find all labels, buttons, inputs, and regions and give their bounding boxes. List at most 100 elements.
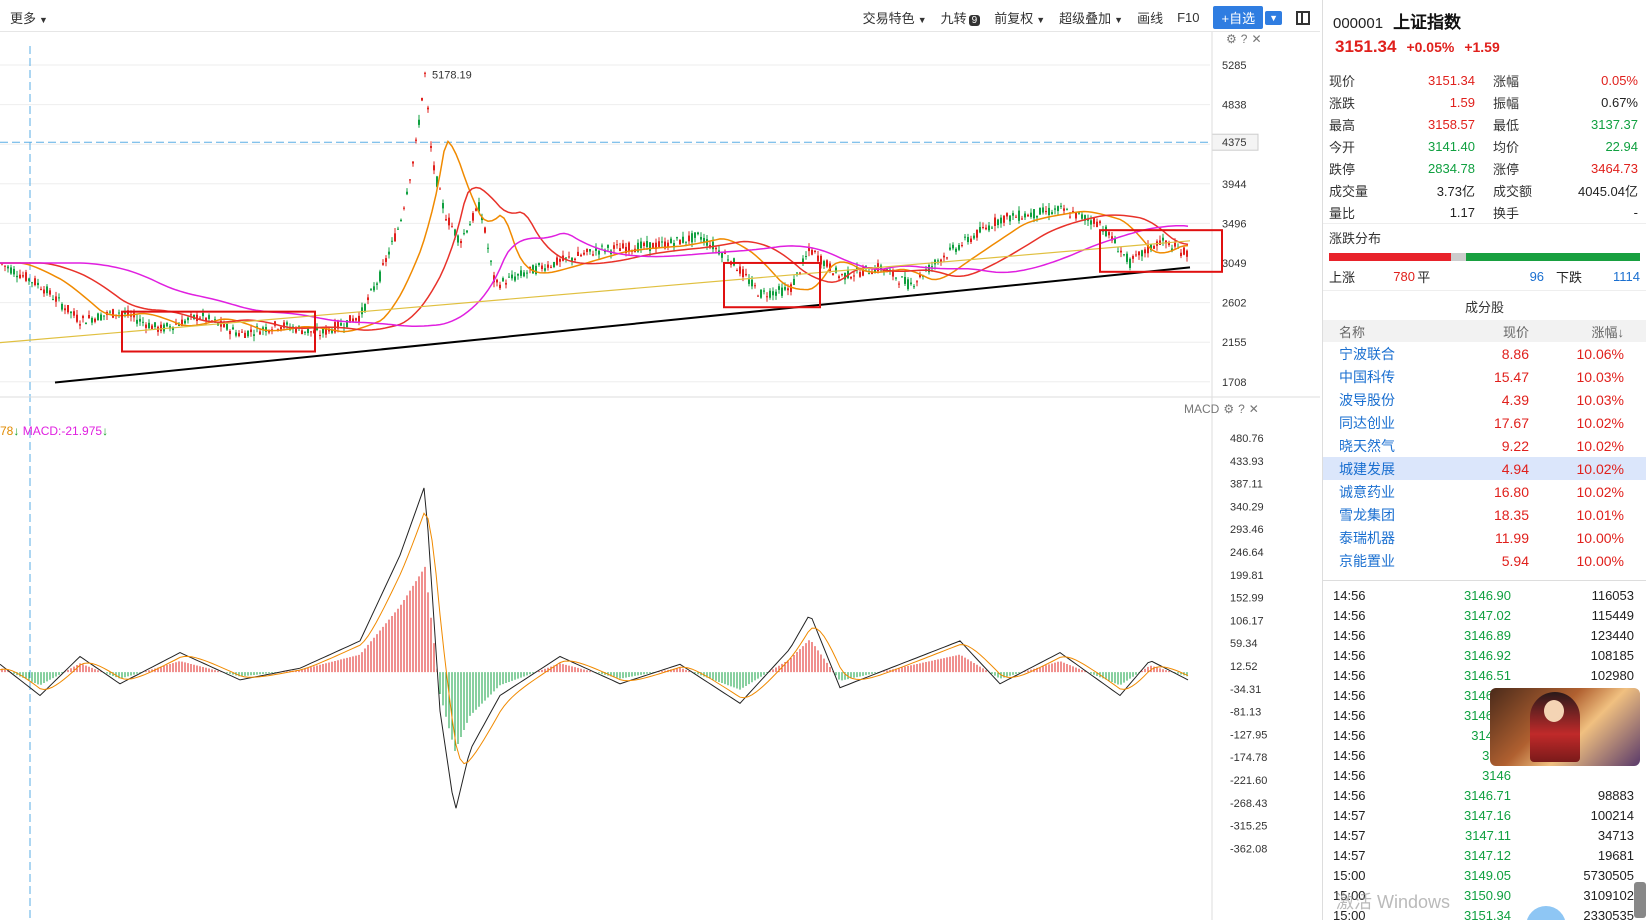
- candle-body: [484, 227, 486, 233]
- settings-icon[interactable]: ⚙: [1226, 32, 1237, 46]
- add-watchlist-button[interactable]: +自选: [1213, 6, 1264, 29]
- candle-body: [622, 243, 624, 249]
- candle-body: [514, 276, 516, 281]
- flat-label: 平: [1417, 270, 1431, 285]
- component-row[interactable]: 晓天然气 9.22 10.02%: [1323, 434, 1646, 457]
- candle-body: [523, 272, 525, 277]
- tick-row: 14:56 3146.71 98883: [1323, 785, 1646, 805]
- candle-body: [169, 326, 171, 329]
- candle-body: [1174, 242, 1176, 247]
- component-row[interactable]: 雪龙集团 18.35 10.01%: [1323, 503, 1646, 526]
- scroll-handle[interactable]: [1634, 882, 1646, 918]
- tick-price: 3149.05: [1464, 867, 1511, 883]
- stock-code: 000001: [1333, 15, 1384, 32]
- macd-name[interactable]: MACD: [1184, 402, 1220, 416]
- candle-body: [310, 331, 312, 333]
- candle-body: [190, 314, 192, 316]
- jiuzhuan-button[interactable]: 九转 9: [941, 8, 981, 27]
- candle-body: [649, 242, 651, 251]
- candle-body: [739, 266, 741, 274]
- candle-body: [769, 290, 771, 298]
- candle-body: [757, 295, 759, 297]
- candle-body: [679, 239, 681, 245]
- tick-price: 3146: [1482, 767, 1511, 783]
- candle-body: [424, 72, 426, 74]
- tick-volume: 3109102: [1583, 887, 1634, 903]
- tick-price: 3147.16: [1464, 807, 1511, 823]
- components-header: 名称 现价 涨幅↓: [1323, 320, 1646, 342]
- tick-time: 15:00: [1333, 907, 1366, 920]
- down-arrow-icon: ↓: [13, 424, 20, 438]
- adjust-menu[interactable]: 前复权 ▼: [994, 11, 1046, 26]
- component-row[interactable]: 中国科传 15.47 10.03%: [1323, 365, 1646, 388]
- kline-chart-icons: ⚙? ✕: [1222, 32, 1262, 46]
- more-menu[interactable]: 更多 ▼: [10, 11, 48, 26]
- col-name[interactable]: 名称: [1339, 324, 1366, 340]
- candle-body: [667, 242, 669, 248]
- tick-time: 14:56: [1333, 627, 1366, 643]
- component-name: 京能置业: [1339, 552, 1395, 569]
- trade-feature-menu[interactable]: 交易特色 ▼: [862, 11, 927, 26]
- quote-value: 22.94: [1605, 138, 1638, 154]
- candle-body: [964, 236, 966, 238]
- tick-row: 14:56 3146.92 108185: [1323, 645, 1646, 665]
- component-name: 中国科传: [1339, 368, 1395, 385]
- floating-assistant-icon[interactable]: [1526, 906, 1566, 920]
- macd-tick-label: -174.78: [1230, 752, 1267, 764]
- candle-body: [136, 319, 138, 324]
- candle-body: [529, 266, 531, 269]
- candle-body: [871, 272, 873, 275]
- tick-volume: 100214: [1590, 807, 1634, 823]
- candle-body: [1063, 208, 1065, 211]
- component-price: 18.35: [1493, 506, 1529, 523]
- component-pct: 10.02%: [1576, 414, 1624, 431]
- candle-body: [322, 328, 324, 334]
- draw-line-button[interactable]: 画线: [1137, 11, 1164, 26]
- candle-body: [400, 219, 402, 222]
- col-price[interactable]: 现价: [1502, 324, 1529, 340]
- candle-body: [646, 240, 648, 247]
- candle-body: [850, 276, 852, 279]
- col-pct[interactable]: 涨幅↓: [1591, 324, 1624, 340]
- help-icon[interactable]: ?: [1240, 32, 1248, 46]
- candle-body: [346, 320, 348, 328]
- kline-macd-svg[interactable]: 5285483843753944349630492602215517084375…: [0, 32, 1320, 920]
- component-price: 9.22: [1501, 437, 1529, 454]
- component-row[interactable]: 诚意药业 16.80 10.02%: [1323, 480, 1646, 503]
- component-row[interactable]: 波导股份 4.39 10.03%: [1323, 388, 1646, 411]
- floating-avatar-widget[interactable]: [1490, 688, 1640, 766]
- component-row[interactable]: 泰瑞机器 11.99 10.00%: [1323, 526, 1646, 549]
- component-price: 15.47: [1493, 368, 1529, 385]
- price-marker-label: 4375: [1222, 137, 1246, 149]
- candle-body: [826, 260, 828, 267]
- close-icon[interactable]: ✕: [1248, 402, 1259, 416]
- macd-dea-line: [0, 512, 1189, 765]
- candle-body: [955, 248, 957, 252]
- component-row[interactable]: 宁波联合 8.86 10.06%: [1323, 342, 1646, 365]
- help-icon[interactable]: ?: [1238, 402, 1245, 416]
- candle-body: [154, 322, 156, 328]
- chart-area[interactable]: 5285483843753944349630492602215517084375…: [0, 32, 1320, 920]
- macd-tick-label: -81.13: [1230, 707, 1261, 719]
- tick-price: 3146.90: [1464, 587, 1511, 603]
- candle-body: [532, 265, 534, 274]
- settings-icon[interactable]: ⚙: [1223, 402, 1235, 416]
- candle-body: [997, 219, 999, 226]
- component-row[interactable]: 同达创业 17.67 10.02%: [1323, 411, 1646, 434]
- close-icon[interactable]: ✕: [1251, 32, 1262, 46]
- component-row[interactable]: 城建发展 4.94 10.02%: [1323, 457, 1646, 480]
- panel-toggle-icon[interactable]: [1296, 10, 1310, 25]
- candle-body: [280, 326, 282, 330]
- macd-tick-label: 199.81: [1230, 570, 1264, 582]
- macd-tick-label: -315.25: [1230, 821, 1267, 833]
- f10-button[interactable]: F10: [1177, 10, 1200, 25]
- candle-body: [607, 245, 609, 248]
- tick-volume: 5730505: [1583, 867, 1634, 883]
- change-pct: +0.05%: [1406, 39, 1455, 55]
- candle-body: [43, 289, 45, 294]
- component-row[interactable]: 京能置业 5.94 10.00%: [1323, 549, 1646, 572]
- overlay-menu[interactable]: 超级叠加 ▼: [1059, 11, 1124, 26]
- chart-toolbar: 更多 ▼ 交易特色 ▼ 九转 9 前复权 ▼ 超级叠加 ▼ 画线 F10 +自选 ▼: [0, 0, 1320, 32]
- watchlist-dropdown-button[interactable]: ▼: [1265, 10, 1282, 25]
- candle-body: [97, 313, 99, 321]
